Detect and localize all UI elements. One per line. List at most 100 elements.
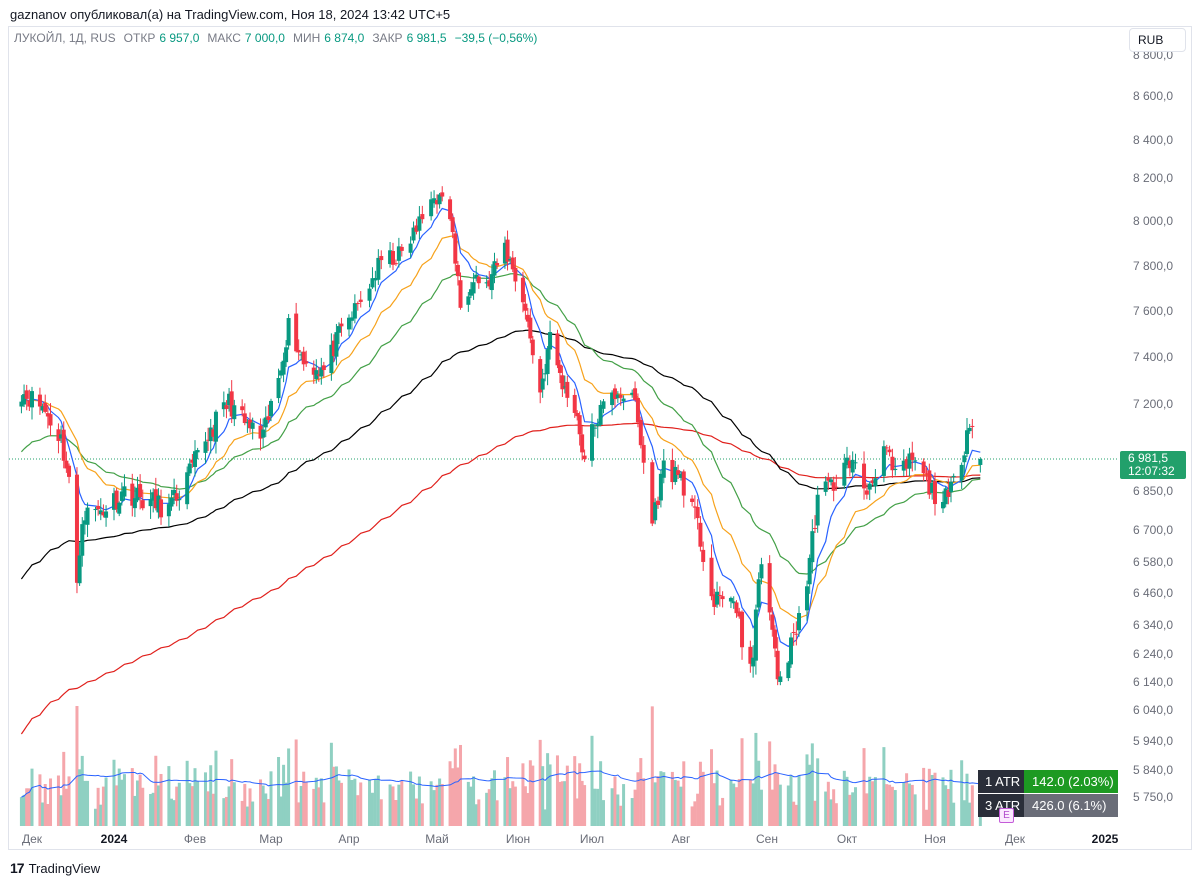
candle (823, 476, 828, 496)
candle-body (122, 486, 127, 497)
candle-body (731, 601, 736, 604)
candle (77, 542, 82, 586)
candle-body (263, 417, 268, 428)
candle-body (709, 557, 714, 597)
candle-body (227, 393, 232, 406)
candle (548, 320, 553, 360)
candle-body (304, 361, 309, 364)
volume-bar (209, 765, 213, 826)
candle-body (130, 483, 135, 506)
y-tick-label: 5 750,0 (1133, 790, 1173, 804)
candle-body (698, 522, 703, 547)
candle-body (530, 339, 535, 356)
candle-body (845, 457, 849, 466)
volume-bar (513, 786, 517, 826)
volume-bar (538, 739, 542, 826)
volume-bar (269, 771, 273, 826)
volume-bar (261, 785, 265, 826)
candle-body (370, 278, 375, 288)
candle-body (910, 452, 915, 460)
volume-bar (968, 802, 972, 826)
candle (582, 449, 587, 463)
candle-body (748, 646, 753, 664)
candle-body (676, 470, 681, 476)
candle-body (728, 597, 733, 602)
candle (759, 557, 764, 585)
candle-body (153, 489, 158, 509)
candle (941, 490, 945, 513)
candle (829, 477, 833, 486)
x-tick-label: 2025 (1092, 832, 1119, 846)
price-axis: 8 800,08 600,08 400,08 200,08 000,07 800… (1133, 48, 1173, 804)
candle (435, 194, 439, 214)
volume-bar (99, 804, 103, 826)
candle-body (148, 499, 153, 507)
candle (513, 257, 518, 292)
candle (135, 476, 140, 503)
volume-bar (230, 759, 234, 826)
candle (148, 489, 153, 519)
footer-brand[interactable]: TradingView (28, 860, 101, 876)
volume-bar (924, 809, 928, 826)
earnings-badge-icon[interactable]: E (999, 808, 1014, 823)
last-price-tag: 6 981,5 12:07:32 (1120, 451, 1186, 479)
candle (789, 632, 793, 668)
currency-button[interactable]: RUB (1129, 28, 1186, 52)
volume-bar (962, 800, 966, 826)
candle-body (193, 451, 197, 467)
candle-body (229, 391, 234, 417)
candle-body (740, 611, 745, 648)
candle-body (756, 579, 761, 608)
candle (316, 366, 321, 382)
candle-body (450, 217, 455, 233)
candle (845, 446, 849, 469)
candle-body (775, 650, 780, 680)
candle (242, 403, 247, 426)
candle (580, 426, 585, 461)
y-tick-label: 6 140,0 (1133, 675, 1173, 689)
candle (618, 387, 623, 406)
candle (690, 495, 695, 507)
candle (489, 264, 494, 300)
volume-bar (472, 776, 476, 826)
candle (119, 482, 124, 506)
volume-bar (203, 772, 207, 826)
candle (61, 421, 66, 469)
volume-bar (902, 782, 906, 826)
candle-body (388, 250, 393, 265)
volume-bar (541, 766, 545, 826)
y-tick-label: 6 240,0 (1133, 647, 1173, 661)
ma-black-line (20, 329, 981, 580)
candle (862, 451, 867, 500)
x-tick-label: Фев (184, 832, 206, 846)
candle (595, 418, 600, 439)
volume-bar (376, 775, 380, 826)
volume-bar (27, 788, 31, 826)
candle-body (921, 461, 926, 474)
candle-body (805, 586, 809, 611)
volume-bar (222, 798, 226, 826)
candle (64, 451, 69, 473)
candle (370, 267, 375, 289)
candle-body (339, 323, 344, 327)
volume-bar (826, 781, 830, 826)
candle-body (870, 480, 875, 484)
candle (138, 474, 143, 510)
candle-body (80, 524, 85, 556)
volume-bar (151, 792, 155, 826)
candle-body (316, 374, 321, 376)
volume-bar (193, 768, 197, 826)
candle (224, 400, 229, 419)
volume-bar (871, 781, 875, 826)
volume-bar (639, 758, 643, 826)
volume-bar (122, 774, 126, 826)
candle (791, 623, 796, 646)
y-tick-label: 7 200,0 (1133, 397, 1173, 411)
candle (245, 418, 250, 433)
candle-body (850, 459, 855, 473)
volume-bar (526, 793, 530, 826)
candle-body (373, 277, 378, 281)
candle (266, 404, 271, 424)
candle (538, 356, 543, 404)
